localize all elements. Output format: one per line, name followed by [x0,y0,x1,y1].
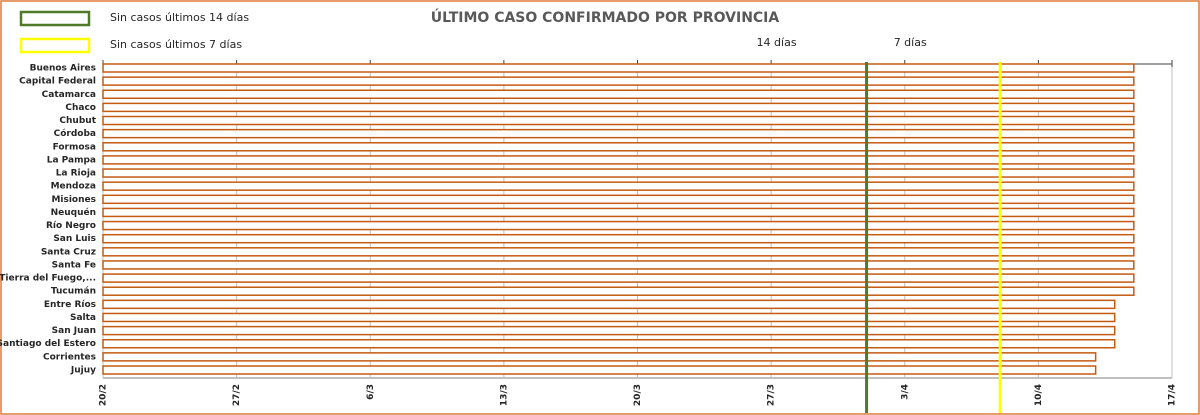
bar [102,325,1116,336]
x-tick-label: 6/3 [366,384,376,400]
x-tick-label: 13/3 [499,384,509,406]
y-tick-label: Formosa [53,142,96,152]
chart-title: ÚLTIMO CASO CONFIRMADO POR PROVINCIA [431,8,780,26]
bar [102,181,1135,191]
y-tick-label: La Pampa [47,155,96,165]
bar [102,286,1135,296]
y-tick-label: Capital Federal [19,77,96,87]
x-tick-label: 10/4 [1034,384,1044,406]
y-tick-label: Chaco [65,103,96,113]
bar [102,142,1135,152]
legend-swatch [19,10,91,27]
y-tick-label: Entre Ríos [44,300,96,310]
bar [102,273,1135,283]
y-tick-label: Corrientes [43,352,96,362]
bar [102,102,1135,113]
reference-label: 14 días [757,36,797,49]
y-tick-label: La Rioja [56,169,96,179]
bar [102,115,1135,126]
y-tick-label: Jujuy [70,366,96,376]
y-tick-label: Santa Fe [52,260,96,270]
x-tick-label: 20/3 [633,384,643,406]
bar [102,312,1116,323]
bar [102,89,1135,100]
y-tick-label: Tierra del Fuego,... [0,274,96,284]
y-tick-label: Salta [70,313,96,323]
legend-label: Sin casos últimos 14 días [110,11,249,24]
bar [102,338,1116,349]
bar [102,299,1116,310]
y-tick-label: Misiones [51,195,96,205]
bar [102,76,1135,86]
bar [102,260,1135,270]
bar [102,155,1135,165]
bar [102,128,1135,139]
y-tick-label: Mendoza [51,182,96,192]
y-tick-label: Buenos Aires [30,64,96,74]
y-tick-label: Santa Cruz [41,247,96,257]
x-tick-label: 17/4 [1168,384,1178,406]
bar [102,247,1135,257]
bar [102,220,1135,231]
bar [102,352,1097,362]
bar [102,365,1097,375]
legend-label: Sin casos últimos 7 días [110,38,242,51]
y-tick-label: San Luis [53,234,96,244]
x-tick-label: 27/3 [767,384,777,406]
x-tick-label: 27/2 [232,384,242,406]
y-tick-label: Santiago del Estero [0,339,96,349]
bar [102,207,1135,218]
y-tick-label: Córdoba [54,128,96,139]
bar [102,168,1135,178]
y-tick-label: Río Negro [46,221,96,231]
bar [102,194,1135,205]
bar [102,63,1135,73]
x-tick-label: 3/4 [900,384,910,400]
reference-label: 7 días [894,36,927,49]
y-tick-label: San Juan [52,326,96,336]
y-tick-label: Tucumán [51,287,96,297]
y-tick-label: Neuquén [51,207,96,218]
y-tick-label: Catamarca [42,90,96,100]
x-tick-label: 20/2 [99,384,109,406]
y-tick-label: Chubut [59,116,96,126]
bar [102,233,1135,244]
legend-swatch [19,37,91,54]
